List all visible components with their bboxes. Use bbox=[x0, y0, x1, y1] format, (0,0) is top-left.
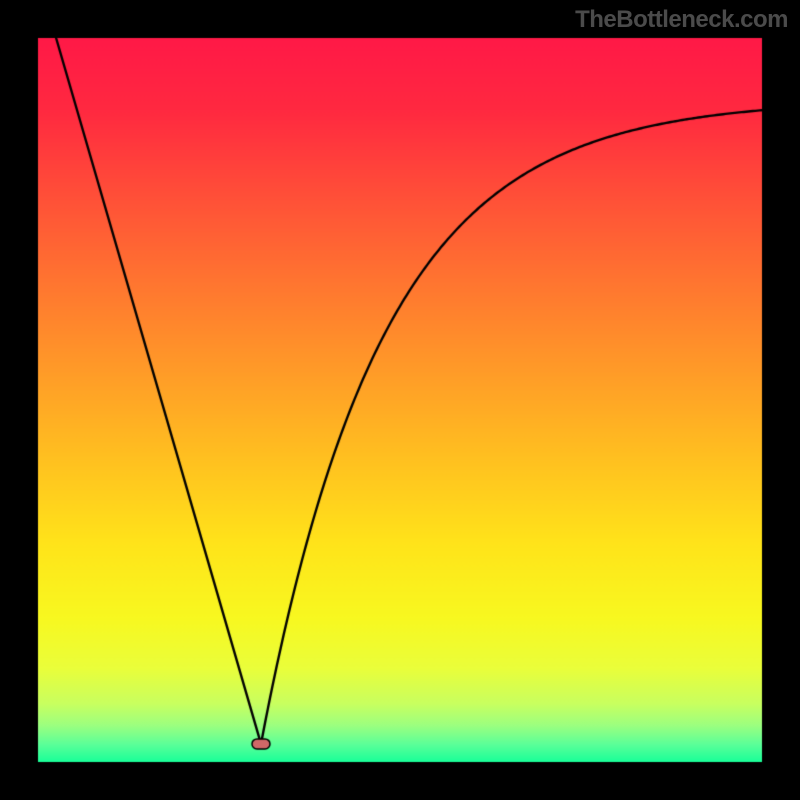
chart-container: TheBottleneck.com bbox=[0, 0, 800, 800]
watermark-text: TheBottleneck.com bbox=[575, 6, 788, 34]
bottleneck-curve bbox=[0, 0, 800, 800]
